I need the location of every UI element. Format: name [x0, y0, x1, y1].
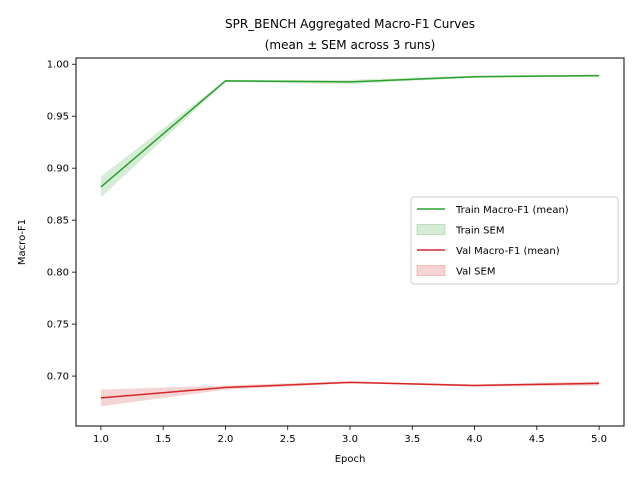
chart-title-text: SPR_BENCH Aggregated Macro-F1 Curves	[225, 17, 475, 31]
legend-label: Val SEM	[456, 267, 495, 278]
legend-label: Val Macro-F1 (mean)	[456, 246, 560, 257]
y-tick-label: 0.85	[47, 216, 69, 227]
chart-subtitle-text: (mean ± SEM across 3 runs)	[265, 38, 436, 52]
legend-band-swatch	[416, 224, 446, 235]
x-tick-label: 1.0	[93, 434, 109, 445]
y-axis-label: Macro-F1	[17, 219, 28, 265]
y-tick-label: 0.75	[47, 320, 69, 331]
legend-box	[410, 196, 619, 285]
x-tick-label: 5.0	[591, 434, 607, 445]
series-line-0	[100, 74, 600, 188]
x-axis-ticks: 1.0 1.5 2.0 2.5 3.0 3.5 4.0 4.5 5.0	[93, 426, 607, 445]
y-tick-label: 1.00	[47, 60, 69, 71]
legend-label: Train SEM	[455, 226, 504, 237]
series-lines	[100, 74, 600, 399]
x-tick-label: 1.5	[155, 434, 171, 445]
x-tick-label: 4.0	[467, 434, 483, 445]
x-tick-label: 4.5	[529, 434, 545, 445]
chart-title: SPR_BENCH Aggregated Macro-F1 Curves (me…	[225, 17, 475, 52]
y-tick-label: 0.90	[47, 164, 69, 175]
legend-band-swatch	[416, 265, 446, 276]
series-line-1	[100, 381, 600, 399]
y-tick-label: 0.80	[47, 268, 69, 279]
x-tick-label: 2.0	[218, 434, 234, 445]
legend-label: Train Macro-F1 (mean)	[455, 205, 569, 216]
y-tick-label: 0.95	[47, 112, 69, 123]
x-tick-label: 3.5	[404, 434, 420, 445]
x-tick-label: 2.5	[280, 434, 296, 445]
y-tick-label: 0.70	[47, 372, 69, 383]
y-axis-ticks: 0.70 0.75 0.80 0.85 0.90 0.95 1.00	[47, 60, 76, 383]
sem-band-0	[100, 74, 600, 198]
x-tick-label: 3.0	[342, 434, 358, 445]
x-axis-label: Epoch	[335, 454, 366, 465]
legend: Train Macro-F1 (mean) Train SEM Val Macro-…	[410, 196, 619, 285]
